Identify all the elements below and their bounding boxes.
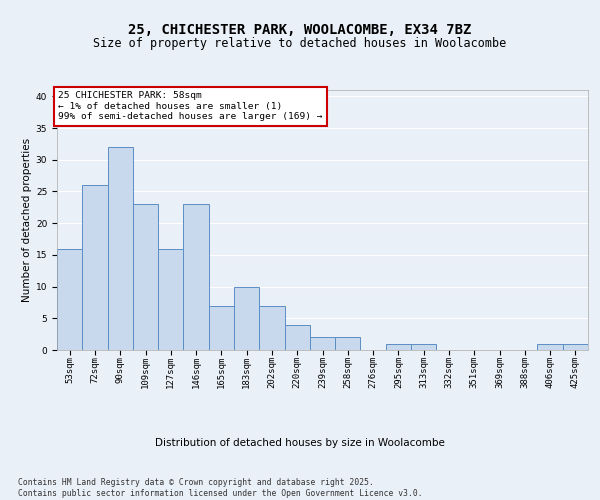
Y-axis label: Number of detached properties: Number of detached properties: [22, 138, 32, 302]
Bar: [310, 338, 335, 350]
Text: Size of property relative to detached houses in Woolacombe: Size of property relative to detached ho…: [94, 38, 506, 51]
Bar: [184, 204, 209, 350]
Bar: [209, 306, 234, 350]
Text: 25 CHICHESTER PARK: 58sqm
← 1% of detached houses are smaller (1)
99% of semi-de: 25 CHICHESTER PARK: 58sqm ← 1% of detach…: [58, 92, 323, 121]
Bar: [133, 204, 158, 350]
Bar: [563, 344, 588, 350]
Bar: [82, 185, 107, 350]
Bar: [284, 324, 310, 350]
Bar: [234, 286, 259, 350]
Bar: [57, 248, 82, 350]
Bar: [335, 338, 361, 350]
Text: Distribution of detached houses by size in Woolacombe: Distribution of detached houses by size …: [155, 438, 445, 448]
Text: Contains HM Land Registry data © Crown copyright and database right 2025.
Contai: Contains HM Land Registry data © Crown c…: [18, 478, 422, 498]
Bar: [107, 147, 133, 350]
Text: 25, CHICHESTER PARK, WOOLACOMBE, EX34 7BZ: 25, CHICHESTER PARK, WOOLACOMBE, EX34 7B…: [128, 22, 472, 36]
Bar: [158, 248, 184, 350]
Bar: [411, 344, 436, 350]
Bar: [538, 344, 563, 350]
Bar: [259, 306, 284, 350]
Bar: [386, 344, 411, 350]
